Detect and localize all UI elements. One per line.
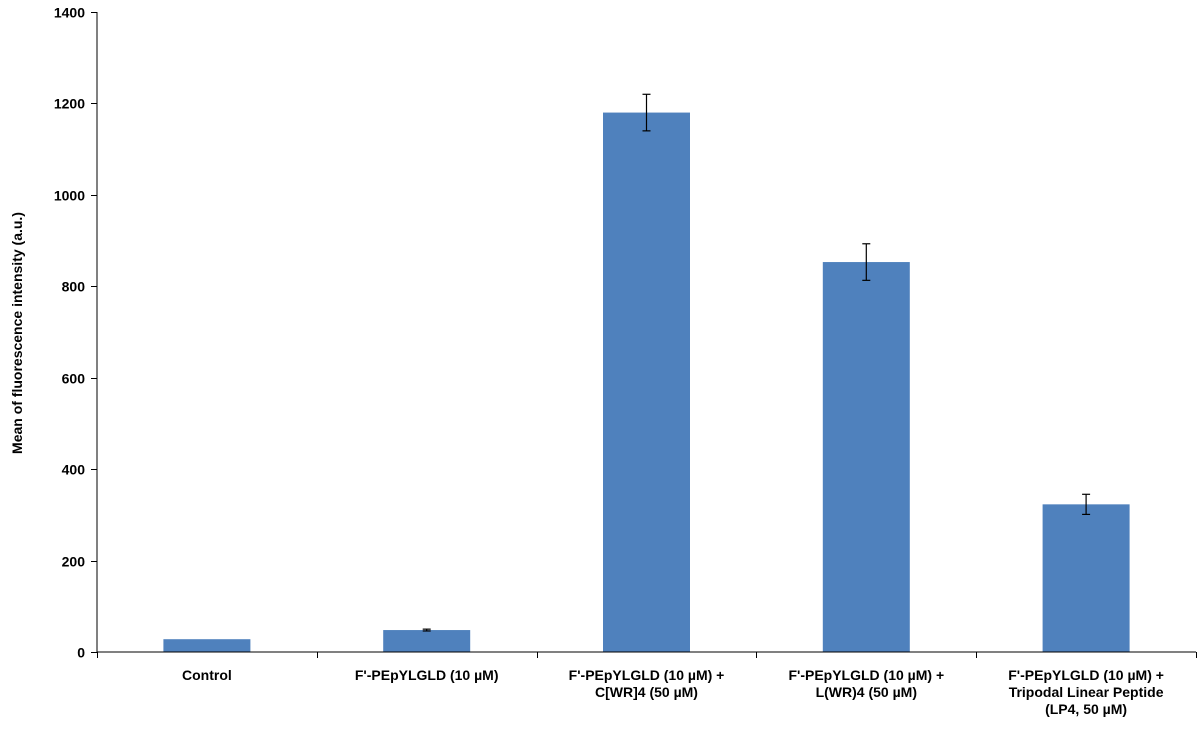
y-axis-label: Mean of fluorescence intensity (a.u.): [9, 212, 25, 454]
y-axis-label-group: Mean of fluorescence intensity (a.u.): [9, 212, 25, 454]
x-tick-label: L(WR)4 (50 µM): [816, 684, 917, 700]
bar: [383, 630, 471, 652]
bar: [822, 262, 910, 652]
y-tick-label: 400: [62, 462, 86, 478]
bar: [1042, 504, 1130, 652]
bars: [163, 112, 1130, 653]
x-tick-label: (LP4, 50 µM): [1045, 701, 1127, 717]
y-axis-ticks: 0 200 400 600 800 1000 1200 1400: [54, 5, 97, 661]
y-tick-label: 1400: [54, 5, 85, 21]
y-tick-label: 200: [62, 554, 86, 570]
x-tick-label: Tripodal Linear Peptide: [1009, 684, 1164, 700]
axes: [96, 12, 1196, 653]
x-axis-ticks: Control F'-PEpYLGLD (10 µM) F'-PEpYLGLD (1…: [97, 652, 1197, 717]
x-tick-label: F'-PEpYLGLD (10 µM) +: [1008, 667, 1164, 683]
y-tick-label: 600: [62, 371, 86, 387]
x-tick-label: F'-PEpYLGLD (10 µM): [355, 667, 499, 683]
x-tick-label: F'-PEpYLGLD (10 µM) +: [569, 667, 725, 683]
x-tick-label: Control: [182, 667, 232, 683]
y-tick-label: 1000: [54, 188, 85, 204]
error-bars: [422, 93, 1091, 632]
y-tick-label: 1200: [54, 96, 85, 112]
bar: [603, 112, 690, 653]
x-tick-label: C[WR]4 (50 µM): [595, 684, 698, 700]
bar: [163, 639, 251, 652]
y-tick-label: 0: [77, 645, 85, 661]
y-tick-label: 800: [62, 279, 86, 295]
x-tick-label: F'-PEpYLGLD (10 µM) +: [788, 667, 944, 683]
